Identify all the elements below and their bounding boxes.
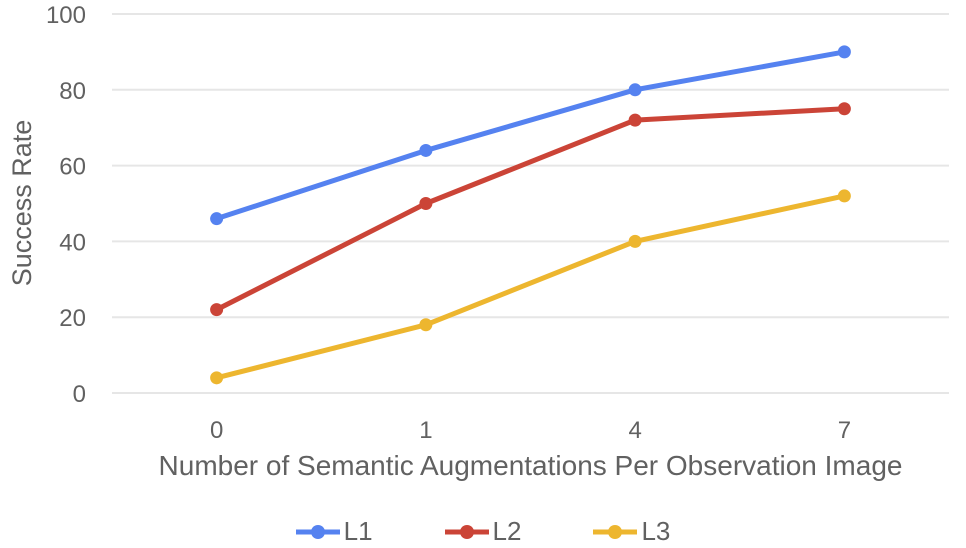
data-point-L3-x4	[628, 234, 642, 248]
legend-label-L3: L3	[641, 516, 671, 546]
y-tick-label-20: 20	[59, 305, 86, 332]
x-tick-label-0: 0	[210, 417, 223, 444]
legend-dot-L3	[608, 524, 623, 539]
series-line-L3	[214, 193, 847, 381]
data-point-L1-x7	[837, 45, 851, 59]
x-tick-label-4: 4	[628, 417, 641, 444]
legend-label-L1: L1	[343, 516, 373, 546]
data-point-L1-x0	[210, 212, 224, 226]
legend-marker-L3	[593, 524, 638, 539]
data-point-L3-x0	[210, 371, 224, 385]
legend-item-L2: L2	[444, 516, 522, 547]
legend-dot-L2	[459, 524, 474, 539]
y-tick-label-40: 40	[59, 229, 86, 256]
y-tick-label-60: 60	[59, 154, 86, 181]
data-point-L3-x7	[837, 189, 851, 203]
x-tick-label-7: 7	[838, 417, 851, 444]
y-tick-label-80: 80	[59, 78, 86, 105]
data-point-L2-x4	[628, 113, 642, 127]
legend-marker-L2	[444, 524, 489, 539]
data-point-L1-x4	[628, 83, 642, 97]
series-line-L1	[214, 49, 847, 222]
chart-legend: L1 L2 L3	[0, 516, 966, 547]
x-tick-label-1: 1	[419, 417, 432, 444]
data-point-L1-x1	[419, 143, 433, 157]
data-point-L3-x1	[419, 318, 433, 332]
series-line-L2	[214, 106, 847, 313]
data-point-L2-x7	[837, 102, 851, 116]
legend-item-L3: L3	[593, 516, 670, 547]
data-point-L2-x0	[210, 303, 224, 317]
x-axis-title: Number of Semantic Augmentations Per Obs…	[158, 450, 903, 481]
plot-area: 0 20 40 60 80 100 0 1 4 7	[46, 2, 949, 444]
y-tick-label-100: 100	[46, 2, 86, 29]
legend-item-L1: L1	[295, 516, 373, 547]
legend-marker-L1	[295, 524, 340, 539]
legend-dot-L1	[310, 524, 325, 539]
y-tick-label-0: 0	[73, 381, 86, 408]
data-point-L2-x1	[419, 197, 433, 210]
legend-label-L2: L2	[492, 516, 522, 546]
